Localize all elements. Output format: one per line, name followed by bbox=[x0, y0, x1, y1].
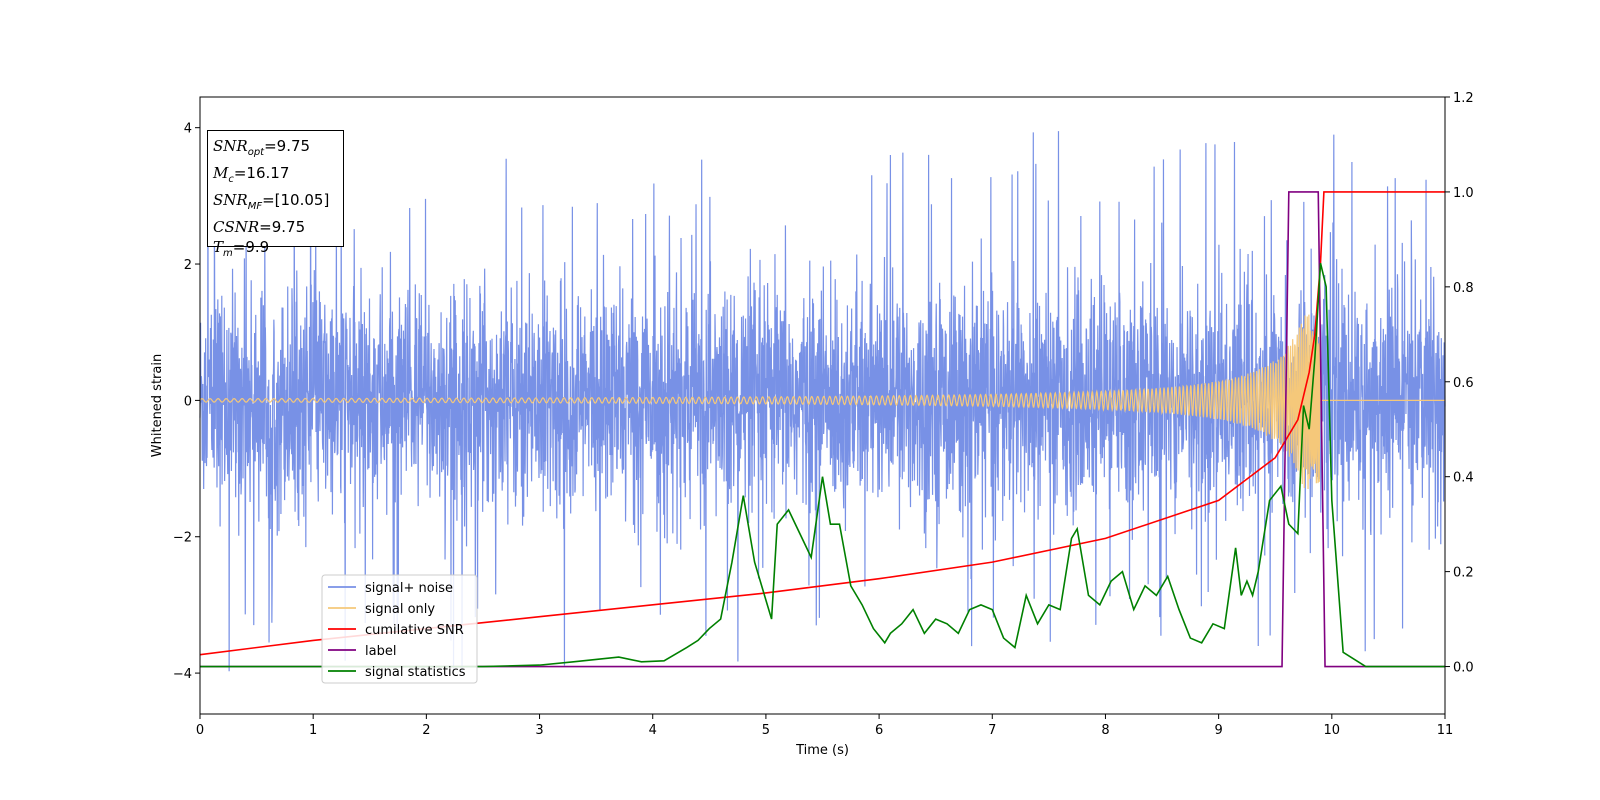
x-axis-label: Time (s) bbox=[795, 743, 849, 758]
cumulative-snr-line bbox=[199, 191, 1445, 656]
x-tick-label: 11 bbox=[1437, 723, 1454, 738]
x-tick-label: 10 bbox=[1324, 723, 1341, 738]
y-right-tick-label: 0.4 bbox=[1453, 471, 1474, 486]
chirp-mass-line: Mc=16.17 bbox=[213, 164, 290, 185]
label-line bbox=[200, 191, 1445, 668]
x-tick-label: 1 bbox=[309, 723, 317, 738]
signal-only-series bbox=[199, 311, 1445, 490]
signal-noise-line bbox=[199, 130, 1446, 672]
csnr-line: CSNR=9.75 bbox=[213, 218, 306, 236]
signal-noise-series bbox=[199, 130, 1446, 672]
y-right-tick-label: 1.0 bbox=[1453, 186, 1474, 201]
signal-only-line bbox=[199, 311, 1445, 490]
x-tick-label: 7 bbox=[988, 723, 996, 738]
y-right-tick-label: 0.8 bbox=[1453, 281, 1474, 296]
x-tick-label: 5 bbox=[762, 723, 770, 738]
y-left-tick-label: 0 bbox=[184, 394, 192, 409]
legend-box bbox=[321, 574, 478, 684]
x-tick-label: 0 bbox=[196, 723, 204, 738]
legend-entry: signal+ noise bbox=[365, 581, 453, 596]
x-tick-label: 4 bbox=[649, 723, 657, 738]
plot-frame bbox=[199, 96, 1446, 715]
snr-opt-line: SNRopt=9.75 bbox=[213, 137, 311, 158]
x-tick-label: 6 bbox=[875, 723, 883, 738]
y-right-tick-label: 1.2 bbox=[1453, 91, 1474, 106]
legend-entry: signal statistics bbox=[365, 665, 466, 680]
y-left-tick-label: −2 bbox=[173, 531, 192, 546]
y-right-tick-label: 0.6 bbox=[1453, 376, 1474, 391]
axis-ticks: 0 1 2 3 4 5 6 7 8 9 10 11 −4 −2 0 2 4 0.0 0.2 0.4 0.6 0.8 1.0 1… bbox=[173, 91, 1474, 738]
x-tick-label: 3 bbox=[535, 723, 543, 738]
signal-statistics-line bbox=[200, 262, 1445, 668]
y-axis-label: Whitened strain bbox=[150, 354, 165, 457]
y-left-tick-label: 4 bbox=[184, 122, 192, 137]
x-tick-label: 2 bbox=[422, 723, 430, 738]
legend-entry: label bbox=[365, 644, 396, 659]
snr-mf-line: SNRMF=[10.05] bbox=[213, 191, 330, 212]
info-box: SNRopt=9.75 Mc=16.17 SNRMF=[10.05] CSNR=… bbox=[207, 130, 344, 259]
x-tick-label: 8 bbox=[1101, 723, 1109, 738]
y-right-tick-label: 0.2 bbox=[1453, 566, 1474, 581]
legend-entry: cumilative SNR bbox=[365, 623, 464, 638]
y-right-tick-label: 0.0 bbox=[1453, 661, 1474, 676]
y-left-tick-label: −4 bbox=[173, 667, 192, 682]
merger-time-line: Tm=9.9 bbox=[213, 238, 270, 259]
legend-entry: signal only bbox=[365, 602, 435, 617]
right-axis-series bbox=[199, 191, 1445, 668]
legend: signal+ noise signal only cumilative SNR la… bbox=[321, 574, 478, 684]
x-tick-label: 9 bbox=[1214, 723, 1222, 738]
y-left-tick-label: 2 bbox=[184, 258, 192, 273]
